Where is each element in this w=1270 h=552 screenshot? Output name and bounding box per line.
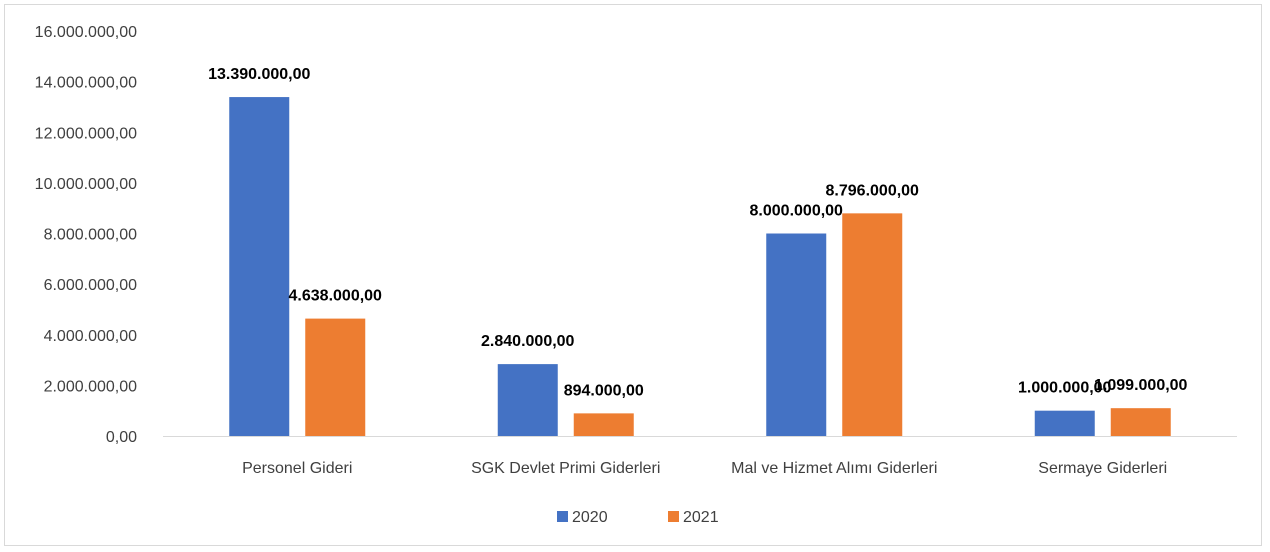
data-label: 13.390.000,00 [208,66,310,83]
y-tick-label: 0,00 [106,429,137,446]
bar-2021 [842,213,903,436]
chart-frame [4,4,1262,546]
y-axis-ticks: 0,00 2.000.000,00 4.000.000,00 6.000.000,00… [35,24,137,446]
data-label: 1.000.000,00 [1018,380,1112,397]
legend-swatch-2020 [557,511,568,522]
bar-2021 [305,318,366,436]
data-label: 2.840.000,00 [481,333,575,350]
y-tick-label: 4.000.000,00 [44,328,138,345]
y-tick-label: 10.000.000,00 [35,176,137,193]
data-label: 4.638.000,00 [289,288,383,305]
legend-label: 2021 [683,509,719,526]
data-labels: 13.390.000,00 4.638.000,00 2.840.000,00 894… [208,66,1187,399]
category-label: SGK Devlet Primi Giderleri [471,460,660,477]
data-label: 1.099.000,00 [1094,377,1188,394]
legend: 2020 2021 [557,509,719,526]
bar-2020 [1034,410,1095,436]
bar-2020 [497,364,558,436]
y-tick-label: 8.000.000,00 [44,227,138,244]
legend-label: 2020 [572,509,608,526]
legend-swatch-2021 [668,511,679,522]
bar-2021 [1110,408,1171,436]
y-tick-label: 6.000.000,00 [44,277,138,294]
y-tick-label: 14.000.000,00 [35,75,137,92]
category-label: Personel Gideri [242,460,352,477]
y-tick-label: 2.000.000,00 [44,378,138,395]
bar-2020 [766,233,827,436]
y-tick-label: 16.000.000,00 [35,24,137,41]
y-tick-label: 12.000.000,00 [35,125,137,142]
category-label: Sermaye Giderleri [1038,460,1167,477]
data-label: 8.796.000,00 [826,182,920,199]
bar-2020 [229,97,290,437]
category-labels: Personel Gideri SGK Devlet Primi Giderler… [242,460,1167,477]
category-label: Mal ve Hizmet Alımı Giderleri [731,460,937,477]
data-label: 8.000.000,00 [750,203,844,220]
bar-2021 [573,413,634,436]
data-label: 894.000,00 [564,382,644,399]
bars [229,97,1171,437]
